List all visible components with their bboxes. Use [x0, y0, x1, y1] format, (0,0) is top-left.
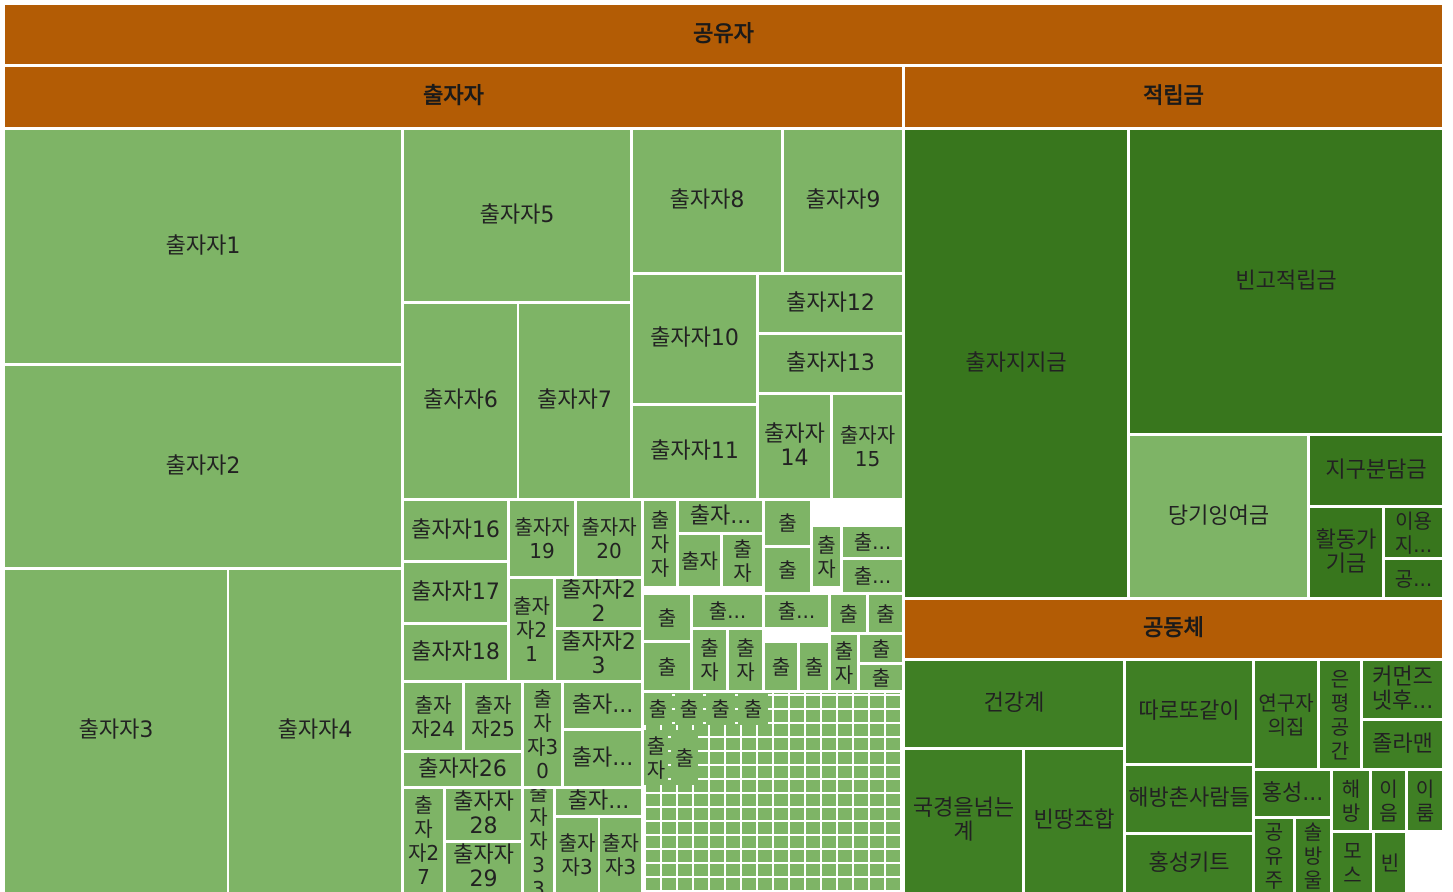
tile: 출자: [723, 535, 762, 586]
tile: 출: [738, 693, 768, 725]
tile: 연구자의집: [1255, 661, 1317, 768]
tile: 공유주: [1255, 819, 1293, 892]
small-tiles: [644, 693, 902, 892]
tile: 출자자17: [404, 563, 507, 622]
tile: 모스: [1333, 833, 1372, 892]
tile: 출자자13: [759, 335, 902, 392]
tile: 이룸: [1408, 771, 1442, 830]
tile: 홍성키트: [1126, 835, 1252, 892]
tile: 출자자4: [229, 570, 401, 892]
tile: 국경을넘는계: [905, 750, 1022, 892]
tile: 출자자25: [465, 683, 521, 750]
tile: 출자자3: [556, 818, 598, 892]
tile: 출자자21: [510, 579, 553, 680]
tile: 출자자29: [446, 843, 521, 892]
tile: 출자: [813, 527, 840, 586]
tile: 출자...: [564, 683, 641, 728]
tile: 출자자7: [519, 304, 630, 498]
tile: 출자...: [556, 789, 641, 815]
tile: 해방: [1333, 771, 1369, 830]
tile: 출자자2: [5, 366, 401, 567]
tile: 빈땅조합: [1025, 750, 1123, 892]
tile: 출자자3: [600, 818, 641, 892]
tile: 출자자16: [404, 501, 507, 560]
tile: 출자자26: [404, 753, 521, 786]
tile: 출자: [693, 630, 726, 690]
root-header: 공유자: [5, 5, 1442, 64]
tile: 이음: [1372, 771, 1405, 830]
tile: 은평공간: [1320, 661, 1360, 768]
tile: 출자자11: [633, 406, 756, 498]
tile: 출: [869, 595, 902, 632]
tile: 출자지지금: [905, 130, 1127, 597]
group-header: 공동체: [905, 600, 1442, 658]
tile: 출자: [644, 730, 668, 785]
tile: 공...: [1385, 560, 1442, 597]
tile: 따로또같이: [1126, 661, 1252, 763]
tile: 출: [860, 635, 902, 662]
tile: 출...: [693, 595, 762, 627]
tile: 출자자20: [577, 501, 641, 576]
tile: 출자자30: [524, 683, 561, 786]
tile: 출자자1: [5, 130, 401, 363]
tile: 해방촌사람들: [1126, 766, 1252, 832]
tile: 출: [644, 643, 690, 690]
tile: 출자...: [564, 731, 641, 786]
tile: 빈: [1375, 833, 1405, 892]
tile: 출: [800, 643, 828, 690]
tile: 출: [765, 643, 797, 690]
tile: 출자자24: [404, 683, 462, 750]
tile: 출자자10: [633, 275, 756, 403]
tile: 출...: [843, 527, 902, 557]
tile: 출자자5: [404, 130, 630, 301]
tile: 출자자12: [759, 275, 902, 332]
tile: 출자자22: [556, 579, 641, 627]
tile: 출: [675, 693, 703, 725]
tile: 지구분담금: [1310, 436, 1442, 505]
tile: 출자자33: [524, 789, 553, 892]
tile: 출: [831, 595, 866, 632]
tile: 출자: [831, 635, 857, 690]
tile: 출자자6: [404, 304, 517, 498]
tile: 출자자23: [556, 630, 641, 680]
tile: 출...: [843, 560, 902, 592]
tile: 출: [706, 693, 735, 725]
tile: 출: [860, 665, 902, 690]
tile: 출자자19: [510, 501, 574, 576]
tile: 출자자27: [404, 789, 443, 892]
tile: 빈고적립금: [1130, 130, 1442, 433]
tile: 출: [644, 595, 690, 640]
tile: 당기잉여금: [1130, 436, 1307, 597]
tile: 홍성...: [1255, 771, 1330, 816]
tile: 출자자8: [633, 130, 781, 272]
tile: 출: [671, 730, 698, 785]
tile: 출: [765, 548, 810, 592]
tile: 건강계: [905, 661, 1123, 747]
tile: 출자자3: [5, 570, 227, 892]
tile: 솔방울: [1296, 819, 1330, 892]
tile: 출: [765, 501, 810, 545]
tile: 출자자18: [404, 625, 507, 680]
tile: 출자자9: [784, 130, 902, 272]
tile: 출: [644, 693, 672, 725]
tile: 출자: [679, 535, 720, 586]
group-header: 출자자: [5, 67, 902, 127]
tile: 출자자28: [446, 789, 521, 840]
tile: 출...: [765, 595, 828, 627]
tile: 출자자15: [833, 395, 902, 498]
group-header: 적립금: [905, 67, 1442, 127]
tile: 졸라맨: [1363, 721, 1442, 768]
tile: 커먼즈넷후...: [1363, 661, 1442, 718]
tile: 이용지...: [1385, 508, 1442, 557]
tile: 출자: [729, 630, 762, 690]
tile: 출자...: [679, 501, 762, 532]
tile: 활동가기금: [1310, 508, 1382, 597]
tile: 출자자: [644, 501, 676, 586]
tile: 출자자14: [759, 395, 830, 498]
